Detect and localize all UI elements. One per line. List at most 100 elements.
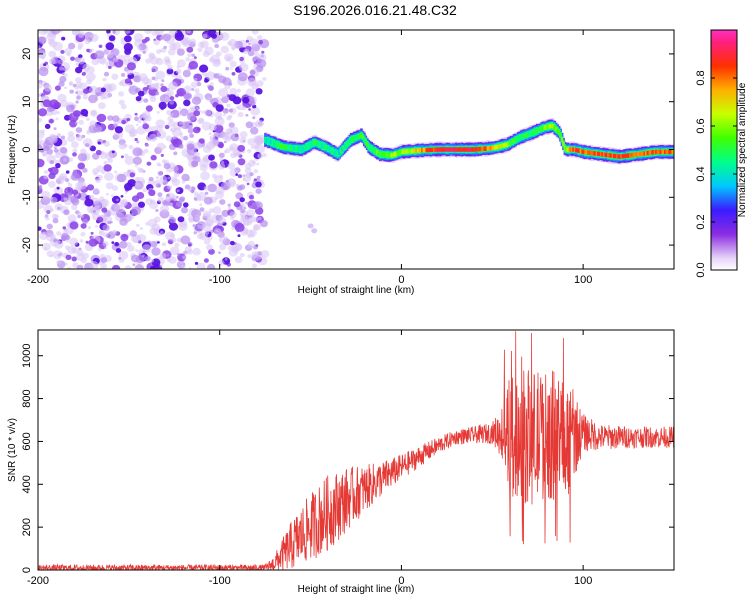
noise-blob [239,56,244,62]
noise-blob [137,45,142,50]
noise-blob [187,187,193,192]
ridge-core-cell [265,138,268,143]
ridge-core-cell [396,151,399,156]
ridge-core-cell [434,147,437,152]
noise-blob [53,186,64,196]
noise-blob [208,85,214,91]
ridge-core-cell [390,153,393,158]
noise-blob [194,56,197,59]
noise-blob [196,106,200,110]
ridge-core-cell [557,129,561,135]
noise-blob [63,229,68,234]
signal-ridge [264,118,674,165]
noise-blob [250,100,256,106]
ridge-core-cell [294,146,298,151]
noise-blob [41,190,51,200]
ridge-core-cell [464,147,468,152]
noise-blob [46,32,57,41]
ridge-core-cell [636,152,639,157]
noise-blob [237,158,246,166]
ridge-core-cell [479,146,482,152]
noise-blob [136,126,146,135]
noise-blob [106,52,114,59]
x-tick-label: 100 [574,274,592,286]
noise-blob [72,262,79,268]
x-tick-label: 100 [574,575,592,587]
noise-blob [142,244,152,253]
noise-blob [203,109,212,117]
noise-blob [110,221,113,224]
ridge-core-cell [408,149,411,154]
noise-blob [114,242,120,247]
noise-blob [180,135,184,139]
ridge-core-cell [493,145,497,150]
noise-blob [89,120,97,128]
noise-blob [113,123,118,128]
noise-blob [48,50,57,58]
noise-blob [75,81,83,88]
ridge-core-cell [297,146,300,152]
ridge-core-cell [607,153,610,158]
ridge-core-cell [448,147,452,152]
noise-blob [255,244,259,247]
noise-blob [69,120,78,128]
noise-blob [98,247,102,251]
noise-blob [211,33,217,39]
noise-blob [247,240,256,249]
noise-blob [95,92,101,97]
noise-blob [93,187,100,194]
noise-blob [143,98,149,103]
noise-blob [95,149,102,156]
ridge-core-cell [666,149,670,155]
noise-blob [88,85,99,95]
ridge-core-cell [477,146,481,152]
ridge-core-cell [640,151,644,156]
noise-blob [63,209,70,216]
ridge-core-cell [367,144,370,149]
noise-blob [67,266,71,269]
noise-blob [186,30,191,34]
noise-blob [121,120,126,125]
noise-blob [171,109,182,119]
spectrogram-x-axis-label: Height of straight line (km) [298,285,415,296]
noise-blob [102,241,109,247]
noise-blob [237,107,241,110]
ridge-core-cell [437,147,440,152]
noise-blob [197,118,204,125]
snr-series-line [38,331,674,570]
noise-blob [177,253,187,262]
noise-blob [129,172,136,178]
noise-blob [134,137,138,142]
noise-blob [245,201,248,205]
noise-blob [38,36,47,45]
noise-blob [157,196,165,203]
noise-blob [249,205,253,209]
noise-blob [176,87,187,97]
noise-blob [127,245,135,252]
ridge-core-cell [598,151,601,157]
noise-blob [218,88,229,98]
noise-blob [85,143,90,148]
noise-blob [169,128,173,131]
noise-blob [205,219,213,227]
noise-blob [218,143,224,149]
noise-blob [168,216,176,224]
noise-blob [220,45,230,54]
ridge-core-cell [614,153,617,159]
noise-blob [124,78,132,85]
noise-blob [88,145,92,149]
noise-blob [38,66,49,77]
noise-blob [258,39,263,45]
noise-blob [124,124,135,134]
noise-blob [142,123,149,130]
spectrogram-y-axis-label: Frequency (Hz) [7,115,18,184]
ridge-core-cell [547,124,550,129]
y-tick-label: 600 [21,432,33,450]
noise-blob [156,162,161,167]
ridge-core-cell [501,143,504,148]
noise-blob [53,148,59,153]
noise-blob [224,258,228,261]
noise-blob [226,178,237,188]
ridge-core-cell [393,152,396,157]
noise-blob [126,241,132,247]
